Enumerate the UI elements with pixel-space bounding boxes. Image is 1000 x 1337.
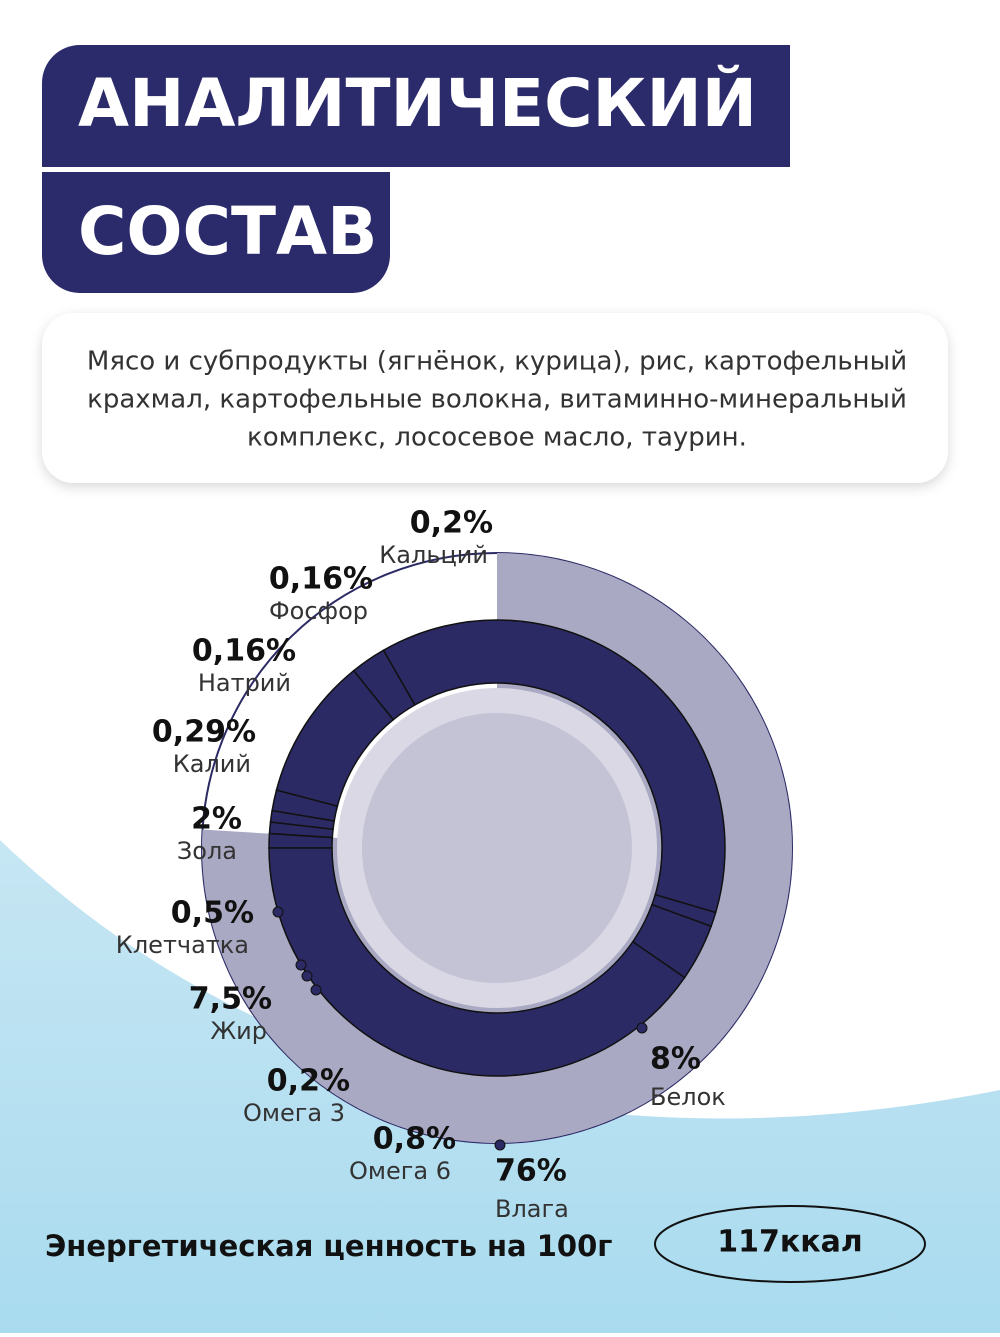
marker-dot: [494, 1139, 506, 1151]
marker-dot: [295, 959, 307, 971]
marker-dot: [310, 984, 322, 996]
category-label: Кальций: [379, 541, 488, 569]
value-label: 0,2%: [410, 506, 493, 541]
wave: [0, 840, 1000, 1333]
category-label: Жир: [210, 1017, 267, 1045]
composition-text: крахмал, картофельные волокна, витаминно…: [87, 385, 907, 415]
category-label: Клетчатка: [116, 931, 249, 959]
value-label: 2%: [191, 802, 242, 837]
category-label: Калий: [173, 750, 251, 778]
title: АНАЛИТИЧЕСКИЙ: [78, 64, 757, 142]
category-label: Зола: [177, 837, 237, 865]
ring-segment: [268, 847, 686, 1077]
value-label: 0,2%: [267, 1064, 350, 1099]
energy-pill: [654, 1205, 926, 1283]
title-box: [42, 172, 390, 293]
category-label: Белок: [650, 1083, 726, 1111]
category-label: Натрий: [198, 669, 291, 697]
chart: 0,2%Кальций0,16%Фосфор0,16%Натрий0,29%Ка…: [116, 506, 793, 1223]
value-label: 0,5%: [171, 896, 254, 931]
category-label: Влага: [495, 1195, 569, 1223]
value-label: 76%: [495, 1154, 567, 1189]
category-label: Омега 6: [349, 1157, 451, 1185]
composition-box: [42, 313, 948, 483]
center: [362, 713, 632, 983]
marker-dot: [636, 1022, 648, 1034]
title-box: [42, 45, 790, 167]
value-label: 0,8%: [373, 1122, 456, 1157]
marker-dot: [301, 970, 313, 982]
value-label: 7,5%: [189, 982, 272, 1017]
marker-dot: [272, 906, 284, 918]
composition-text: Мясо и субпродукты (ягнёнок, курица), ри…: [87, 347, 907, 377]
ring-segment: [382, 619, 726, 914]
category-label: Фосфор: [269, 597, 368, 625]
category-label: Омега 3: [243, 1099, 345, 1127]
energy-label: Энергетическая ценность на 100г: [45, 1229, 612, 1263]
energy-value: 117ккал: [717, 1225, 863, 1260]
title: СОСТАВ: [78, 193, 377, 270]
value-label: 0,29%: [152, 715, 256, 750]
composition-text: комплекс, лососевое масло, таурин.: [247, 423, 747, 453]
value-label: 0,16%: [192, 634, 296, 669]
value-label: 8%: [650, 1042, 701, 1077]
value-label: 0,16%: [269, 562, 373, 597]
